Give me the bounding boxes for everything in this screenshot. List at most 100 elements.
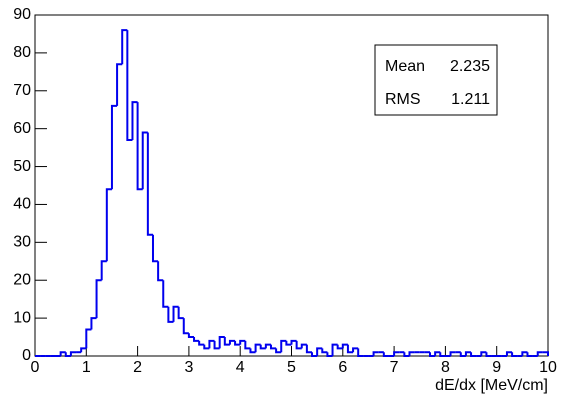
histogram-bin — [311, 352, 318, 357]
histogram-bin — [542, 351, 549, 356]
histogram-bin — [382, 352, 389, 357]
histogram-bin — [193, 337, 200, 342]
y-tick-label: 90 — [13, 6, 31, 23]
histogram-bin — [305, 344, 313, 354]
histogram-bin — [249, 348, 256, 354]
histogram-bin — [505, 351, 513, 356]
histogram-bin — [136, 102, 143, 191]
x-tick-label: 3 — [184, 359, 193, 376]
histogram-bin — [480, 351, 487, 356]
histogram-bin — [439, 352, 446, 357]
histogram-bin — [208, 339, 215, 349]
histogram-bin — [85, 328, 92, 349]
y-tick-label: 50 — [13, 158, 31, 175]
y-tick-label: 10 — [13, 309, 31, 326]
histogram-bin — [321, 348, 328, 354]
stats-box — [374, 44, 498, 116]
histogram-bin — [105, 188, 112, 262]
x-tick-label: 2 — [133, 359, 142, 376]
x-tick-label: 6 — [338, 359, 347, 376]
histogram-bin — [151, 234, 159, 263]
histogram-bin — [259, 344, 266, 350]
histogram-bin — [69, 351, 77, 356]
histogram-bin — [177, 306, 184, 320]
histogram-bin — [300, 343, 307, 349]
histogram-bin — [336, 344, 343, 350]
x-tick-label: 4 — [236, 359, 245, 376]
histogram-bin — [470, 352, 477, 357]
histogram-bin — [203, 344, 210, 350]
x-tick-label: 8 — [441, 359, 450, 376]
stats-label: Mean — [385, 58, 425, 75]
histogram-bin — [269, 344, 277, 350]
histogram-bin — [95, 279, 102, 319]
histogram-bin — [264, 343, 271, 349]
histogram-bin — [110, 104, 118, 190]
histogram-bin — [198, 340, 205, 346]
histogram-bin — [64, 352, 71, 357]
histogram-bin — [434, 351, 441, 356]
histogram-bin — [239, 339, 246, 345]
histogram-bin — [80, 347, 87, 353]
histogram-bin — [536, 351, 543, 356]
histogram-bin — [131, 101, 138, 141]
histogram-bin — [162, 280, 169, 308]
x-tick-label: 7 — [390, 359, 399, 376]
histogram-bin — [121, 29, 128, 65]
histogram-bin — [234, 340, 241, 346]
histogram-bin — [341, 343, 348, 349]
y-tick-label: 0 — [22, 347, 31, 364]
histogram-bin — [157, 261, 164, 282]
histogram-bin — [408, 351, 415, 356]
histogram-bin — [295, 340, 302, 350]
histogram-bin — [485, 352, 492, 357]
stats-label: RMS — [385, 91, 421, 108]
histogram-bin — [167, 306, 174, 323]
y-tick-label: 70 — [13, 82, 31, 99]
y-tick-label: 30 — [13, 234, 31, 251]
histogram-bin — [244, 340, 251, 350]
histogram-bin — [126, 30, 133, 142]
histogram-bin — [90, 317, 97, 330]
histogram-bin — [141, 131, 148, 190]
histogram-bin — [254, 343, 261, 353]
histogram-bin — [326, 352, 333, 357]
histogram-bin — [228, 339, 236, 345]
x-tick-label: 5 — [287, 359, 296, 376]
histogram-bin — [213, 340, 220, 350]
histogram-bin — [280, 339, 287, 353]
histogram-bin — [218, 336, 225, 349]
histogram-bin — [464, 351, 472, 356]
histogram-bin — [511, 352, 518, 357]
histogram-bin — [393, 351, 400, 356]
histogram-bin — [223, 337, 230, 346]
y-tick-label: 80 — [13, 44, 31, 61]
histogram-bin — [429, 352, 436, 357]
x-axis-label: dE/dx [MeV/cm] — [435, 377, 548, 394]
histogram-bin — [526, 352, 533, 357]
histogram-bin — [100, 260, 107, 281]
y-tick-label: 40 — [13, 196, 31, 213]
histogram-bin — [116, 63, 123, 106]
x-tick-label: 0 — [31, 359, 40, 376]
histogram-bin — [449, 351, 456, 356]
histogram-bin — [346, 344, 354, 354]
histogram-bin — [357, 348, 364, 357]
histogram-bin — [372, 351, 379, 356]
x-tick-label: 9 — [492, 359, 501, 376]
histogram-bin — [187, 333, 195, 339]
x-tick-label: 1 — [82, 359, 91, 376]
histogram-bin — [285, 340, 292, 346]
histogram-bin — [172, 305, 179, 322]
stats-value: 2.235 — [450, 58, 490, 75]
histogram-bin — [275, 348, 282, 354]
histogram-bin — [331, 343, 338, 356]
x-tick-label: 10 — [539, 359, 557, 376]
histogram-bin — [146, 132, 153, 236]
histogram-bin — [521, 351, 528, 356]
histogram-bin — [182, 318, 189, 335]
histogram-bin — [459, 352, 466, 357]
histogram-bin — [59, 351, 66, 356]
stats-value: 1.211 — [451, 91, 490, 108]
histogram-bin — [403, 352, 410, 357]
